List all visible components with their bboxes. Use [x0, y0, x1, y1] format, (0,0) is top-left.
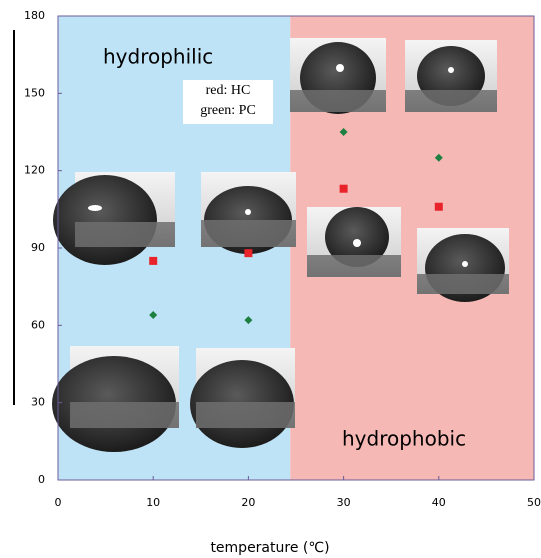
- point: [435, 203, 443, 211]
- x-tick-label: 20: [241, 496, 255, 509]
- region-label: hydrophobic: [342, 427, 466, 451]
- x-tick-label: 10: [146, 496, 160, 509]
- photo: [405, 40, 497, 112]
- y-tick-label: 180: [24, 9, 45, 22]
- photo: [417, 228, 509, 302]
- y-tick-label: 60: [31, 318, 45, 331]
- y-tick-label: 0: [38, 473, 45, 486]
- y-tick-label: 150: [24, 86, 45, 99]
- page: {"chart_data": {"type": "scatter", "xlab…: [0, 0, 541, 558]
- point: [340, 185, 348, 193]
- photo: [290, 38, 386, 114]
- point: [149, 257, 157, 265]
- x-tick-label: 0: [55, 496, 62, 509]
- legend-entry: green: PC: [200, 103, 256, 118]
- photo: [190, 348, 295, 448]
- y-tick-label: 120: [24, 164, 45, 177]
- x-tick-label: 30: [337, 496, 351, 509]
- chart: temperature (℃) hydrophilic hydrophobic 0 3…: [0, 0, 541, 558]
- region-label: hydrophilic: [103, 45, 213, 69]
- point: [244, 249, 252, 257]
- x-tick-label: 50: [527, 496, 541, 509]
- photo: [307, 207, 401, 277]
- legend-entry: red: HC: [206, 83, 251, 98]
- x-axis-label: temperature (℃): [210, 540, 329, 556]
- y-tick-label: 90: [31, 241, 45, 254]
- photo: [52, 346, 179, 452]
- y-tick-label: 30: [31, 396, 45, 409]
- x-tick-label: 40: [432, 496, 446, 509]
- photo: [201, 172, 296, 254]
